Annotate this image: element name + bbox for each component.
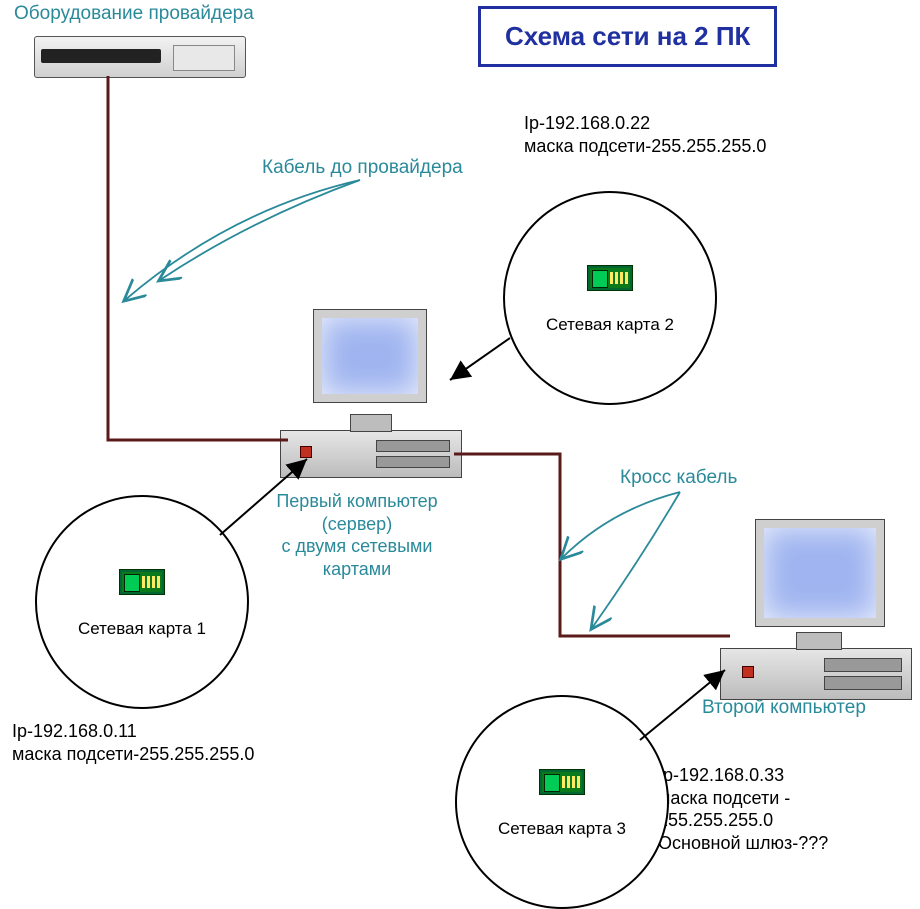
nic2-node: Сетевая карта 2 [503, 191, 717, 405]
callout-cross-cable-2 [592, 492, 680, 628]
label-provider-equipment: Оборудование провайдера [14, 2, 254, 26]
label-ip-nic1: Ip-192.168.0.11 маска подсети-255.255.25… [12, 720, 254, 765]
nic-chip-icon [539, 769, 585, 795]
diagram-title-text: Схема сети на 2 ПК [505, 21, 750, 51]
callout-provider-cable-2 [160, 180, 360, 280]
nic1-node: Сетевая карта 1 [35, 495, 249, 709]
nic-chip-icon [587, 265, 633, 291]
diagram-title: Схема сети на 2 ПК [478, 6, 777, 67]
nic3-node: Сетевая карта 3 [455, 695, 669, 909]
nic-chip-icon [119, 569, 165, 595]
provider-modem-icon [34, 36, 246, 78]
pc1-icon [280, 310, 480, 480]
nic3-label: Сетевая карта 3 [457, 819, 667, 839]
callout-provider-cable [125, 180, 360, 300]
label-cable-to-provider: Кабель до провайдера [262, 156, 463, 180]
label-cross-cable: Кросс кабель [620, 466, 737, 490]
pc2-icon [720, 520, 920, 700]
label-ip-nic2: Ip-192.168.0.22 маска подсети-255.255.25… [524, 112, 766, 157]
provider-cable [108, 76, 288, 440]
callout-cross-cable [562, 492, 680, 558]
label-pc1-caption: Первый компьютер (сервер) с двумя сетевы… [252, 490, 462, 580]
nic1-label: Сетевая карта 1 [37, 619, 247, 639]
nic2-label: Сетевая карта 2 [505, 315, 715, 335]
label-ip-nic3: Ip-192.168.0.33 маска подсети - 255.255.… [658, 764, 828, 854]
